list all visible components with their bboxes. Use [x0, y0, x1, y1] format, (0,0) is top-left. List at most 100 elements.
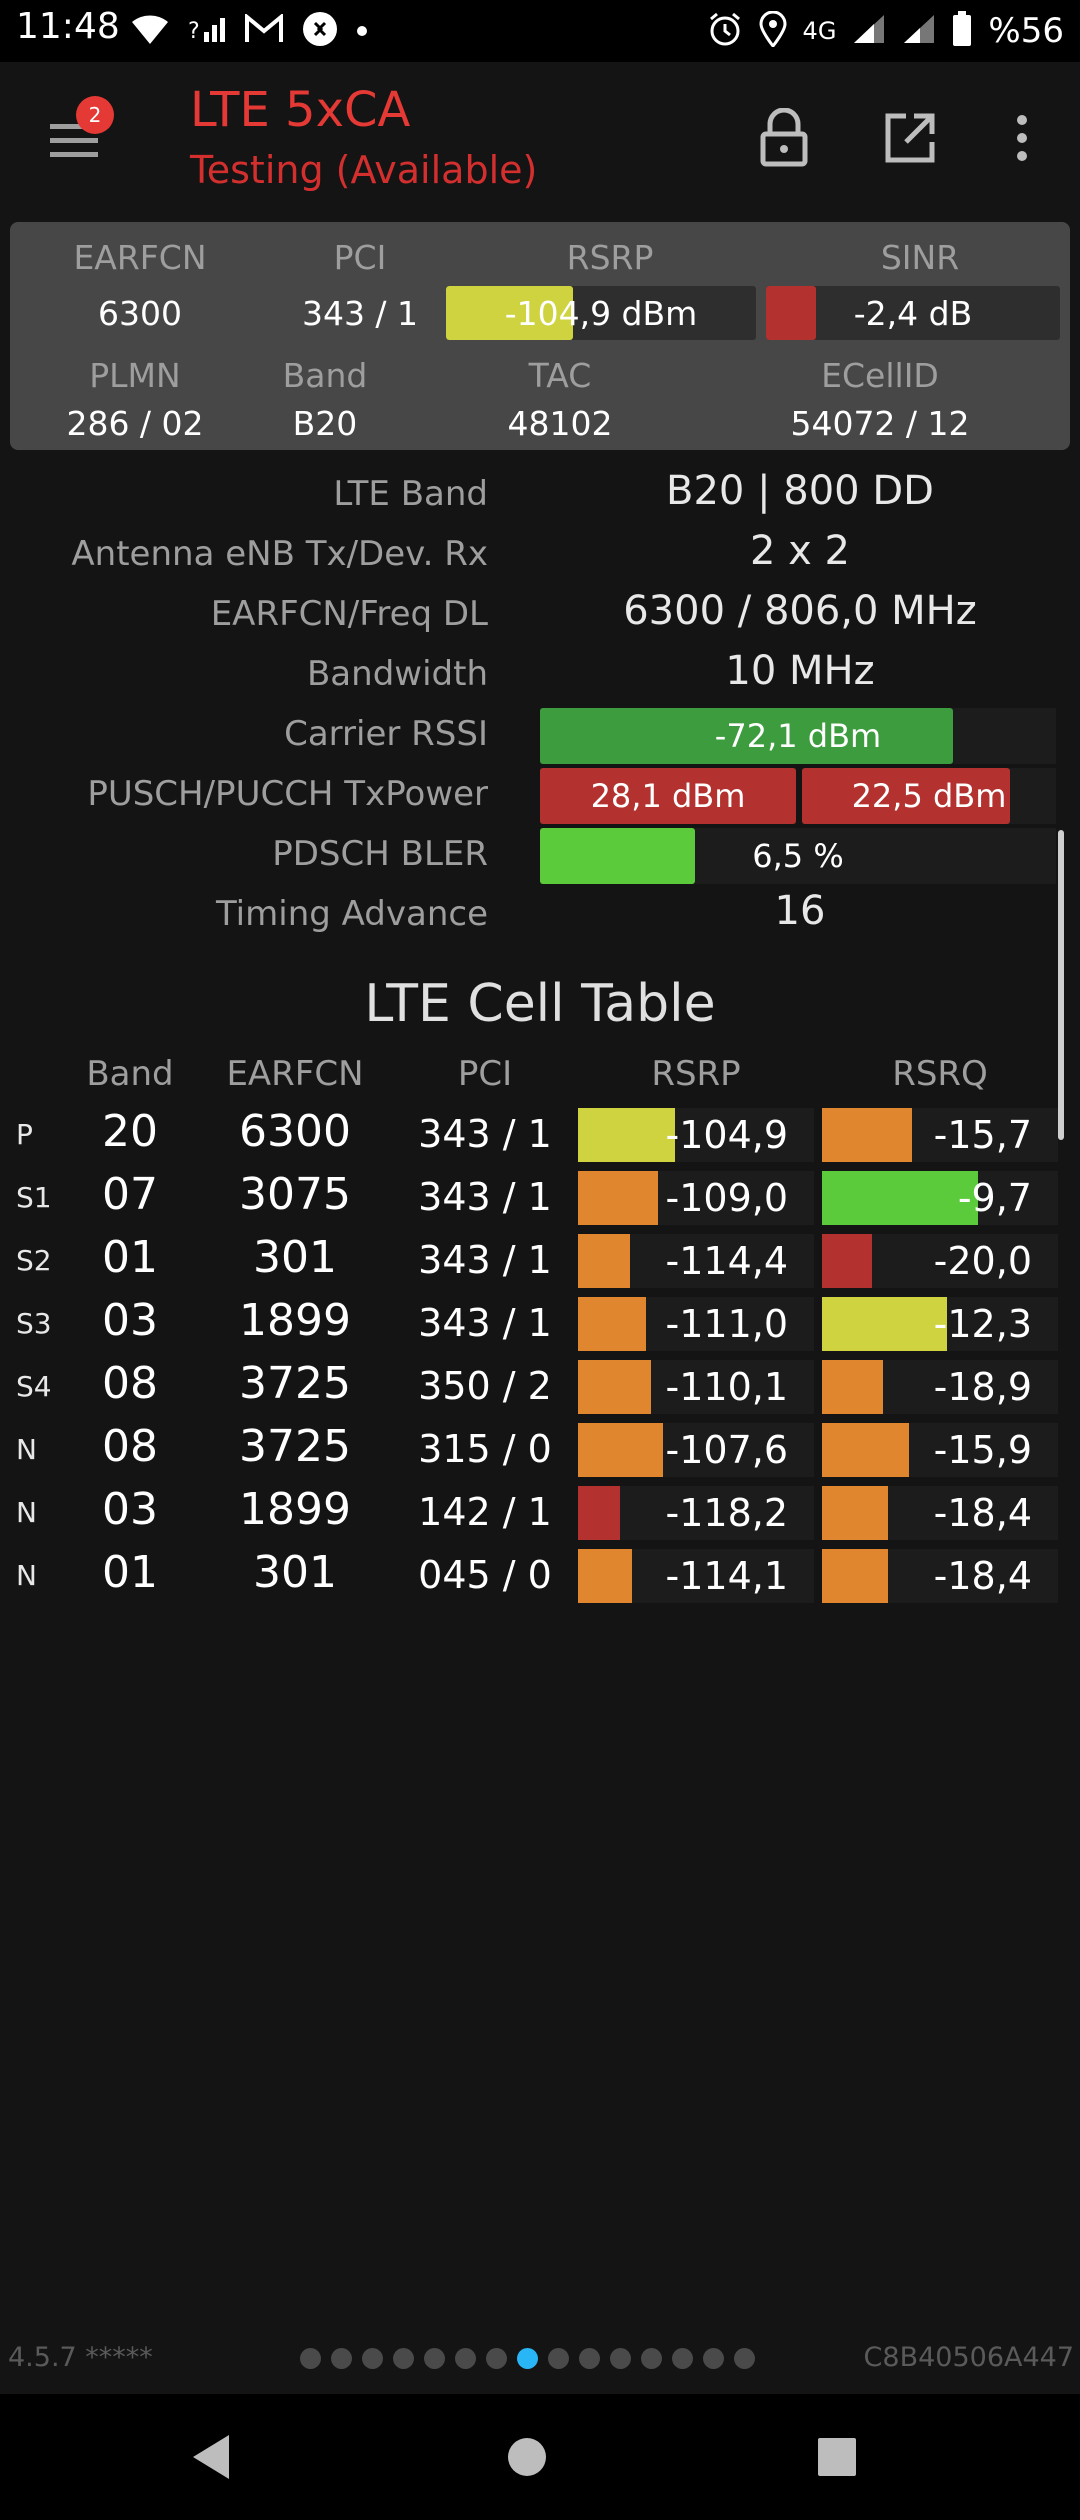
home-button[interactable]: [494, 2424, 560, 2490]
back-button[interactable]: [178, 2424, 244, 2490]
page-dot[interactable]: [734, 2348, 755, 2369]
timing-advance-value: 16: [774, 888, 826, 934]
band-label: Band: [282, 356, 368, 395]
cell-rsrp-value: -114,1: [665, 1554, 789, 1598]
bler-value: 6,5 %: [752, 837, 844, 875]
cell-earfcn: 3075: [239, 1169, 351, 1220]
cell-rsrq: -9,7: [822, 1171, 1058, 1225]
cell-rsrp-bar: [578, 1549, 633, 1603]
cell-rsrp: -111,0: [578, 1297, 814, 1351]
cell-rsrq-value: -18,9: [933, 1365, 1032, 1409]
scrollbar[interactable]: [1058, 830, 1064, 1140]
recents-button[interactable]: [804, 2424, 870, 2490]
network-type: 4G: [802, 17, 837, 45]
cell-rsrp: -118,2: [578, 1486, 814, 1540]
table-row: P 20 6300 343 / 1 -104,9 -15,7: [0, 1104, 1080, 1164]
menu-button[interactable]: [38, 104, 108, 174]
cell-band: 20: [102, 1106, 158, 1157]
dot-icon: [356, 22, 368, 41]
bandwidth-label: Bandwidth: [306, 654, 488, 694]
status-bar: 11:48 ? 4G %56: [0, 0, 1080, 62]
page-dot[interactable]: [703, 2348, 724, 2369]
rsrp-bar-fill: [446, 286, 574, 340]
cell-rsrq-bar: [822, 1234, 872, 1288]
cell-rsrq-bar: [822, 1486, 889, 1540]
tac-value: 48102: [507, 404, 613, 443]
more-options-button[interactable]: [986, 102, 1058, 174]
cell-rsrp: -110,1: [578, 1360, 814, 1414]
cell-earfcn: 6300: [239, 1106, 351, 1157]
cell-pci: 343 / 1: [418, 1112, 552, 1156]
page-dot[interactable]: [300, 2348, 321, 2369]
cell-rsrp-bar: [578, 1108, 675, 1162]
pucch-txpower-bar-fill: [802, 768, 1011, 824]
ecellid-label: ECellID: [821, 356, 939, 395]
app-version: 4.5.7 *****: [8, 2342, 153, 2373]
wifi-icon: [130, 12, 170, 50]
lock-button[interactable]: [748, 102, 820, 174]
rsrp-bar: -104,9 dBm: [446, 286, 756, 340]
no-data-signal-icon: ?: [188, 12, 226, 50]
cell-type: S4: [16, 1370, 52, 1403]
cell-rsrp-value: -118,2: [665, 1491, 789, 1535]
cell-rsrq-bar: [822, 1108, 912, 1162]
cell-type: S3: [16, 1307, 52, 1340]
cell-band: 01: [102, 1232, 158, 1283]
cell-band: 03: [102, 1484, 158, 1535]
page-dot[interactable]: [393, 2348, 414, 2369]
location-icon: [759, 10, 787, 51]
cell-band: 01: [102, 1547, 158, 1598]
page-dot[interactable]: [486, 2348, 507, 2369]
bler-bar: 6,5 %: [540, 828, 1056, 884]
cell-rsrq-bar: [822, 1423, 910, 1477]
ecellid-value: 54072 / 12: [790, 404, 970, 443]
carrier-rssi-value: -72,1 dBm: [714, 717, 882, 755]
bandwidth-value: 10 MHz: [725, 648, 875, 694]
battery-icon: [952, 11, 972, 51]
pusch-txpower-value: 28,1 dBm: [590, 777, 746, 815]
gmail-icon: [244, 12, 284, 48]
cell-rsrq-bar: [822, 1171, 978, 1225]
app-subtitle: Testing (Available): [190, 148, 538, 192]
cell-rsrq-value: -15,7: [933, 1113, 1032, 1157]
cell-rsrq-value: -18,4: [933, 1554, 1032, 1598]
sinr-bar-fill: [766, 286, 816, 340]
lte-band-label: LTE Band: [333, 474, 488, 514]
cell-rsrp: -114,4: [578, 1234, 814, 1288]
signal-icon: [852, 13, 886, 49]
column-header-earfcn: EARFCN: [226, 1054, 364, 1094]
page-dot-active[interactable]: [517, 2348, 538, 2369]
open-external-button[interactable]: [874, 102, 946, 174]
antenna-value: 2 x 2: [750, 528, 850, 574]
cell-rsrp-value: -114,4: [665, 1239, 789, 1283]
cell-rsrp-value: -109,0: [665, 1176, 789, 1220]
page-dot[interactable]: [424, 2348, 445, 2369]
page-dot[interactable]: [579, 2348, 600, 2369]
cell-rsrq-value: -9,7: [957, 1176, 1032, 1220]
cell-pci: 343 / 1: [418, 1301, 552, 1345]
lock-icon: [760, 108, 808, 167]
alarm-icon: [707, 11, 743, 51]
page-dot[interactable]: [610, 2348, 631, 2369]
page-dot[interactable]: [641, 2348, 662, 2369]
page-dot[interactable]: [331, 2348, 352, 2369]
table-row: N 03 1899 142 / 1 -118,2 -18,4: [0, 1482, 1080, 1542]
svg-text:?: ?: [188, 19, 200, 44]
battery-level: %56: [988, 11, 1064, 51]
page-indicator[interactable]: [300, 2348, 755, 2369]
cell-pci: 045 / 0: [418, 1553, 552, 1597]
table-row: S3 03 1899 343 / 1 -111,0 -12,3: [0, 1293, 1080, 1353]
cell-rsrp: -104,9: [578, 1108, 814, 1162]
page-dot[interactable]: [548, 2348, 569, 2369]
page-dot[interactable]: [455, 2348, 476, 2369]
carrier-rssi-bar: -72,1 dBm: [540, 708, 1056, 764]
cell-rsrq: -18,4: [822, 1549, 1058, 1603]
page-dot[interactable]: [672, 2348, 693, 2369]
cell-type: S2: [16, 1244, 52, 1277]
cell-earfcn: 301: [253, 1232, 337, 1283]
cell-rsrq: -15,9: [822, 1423, 1058, 1477]
cell-type: N: [16, 1496, 37, 1529]
cell-rsrp: -114,1: [578, 1549, 814, 1603]
status-time: 11:48: [16, 6, 120, 47]
page-dot[interactable]: [362, 2348, 383, 2369]
